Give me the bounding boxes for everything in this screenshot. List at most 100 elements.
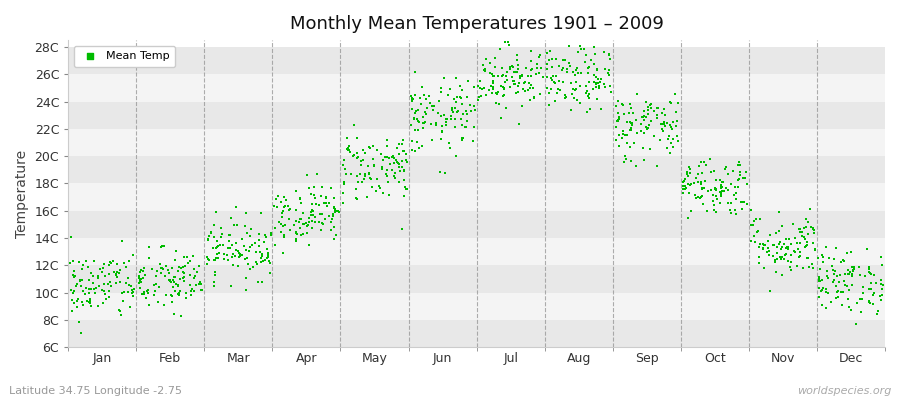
Point [524, 48, 538, 54]
Point [832, 278, 846, 285]
Point [813, 278, 827, 284]
Point [482, 87, 496, 93]
Point [261, 252, 275, 258]
Point [545, 76, 560, 83]
Point [490, 91, 504, 98]
Point [83, 300, 97, 306]
Point [747, 233, 761, 240]
Point [740, 181, 754, 188]
Point [597, 81, 611, 88]
Point [445, 105, 459, 112]
Point [808, 247, 823, 253]
Point [148, 288, 163, 294]
Point [643, 102, 657, 108]
Point [91, 303, 105, 309]
Point [292, 196, 307, 202]
Point [194, 281, 209, 287]
Point [623, 144, 637, 150]
Point [194, 287, 208, 293]
Point [698, 177, 712, 184]
Point [695, 193, 709, 199]
Point [173, 288, 187, 294]
Point [806, 265, 820, 271]
Point [786, 221, 800, 227]
Y-axis label: Temperature: Temperature [15, 150, 29, 238]
Point [251, 279, 266, 286]
Point [715, 183, 729, 190]
Point [594, 105, 608, 112]
Point [724, 180, 738, 187]
Point [752, 244, 766, 250]
Point [390, 144, 404, 151]
Point [842, 287, 856, 293]
Point [662, 98, 677, 105]
Point [486, 84, 500, 90]
Point [415, 143, 429, 149]
Point [313, 211, 328, 217]
Point [849, 321, 863, 328]
Point [271, 193, 285, 199]
Point [751, 229, 765, 236]
Point [382, 192, 397, 198]
Point [289, 218, 303, 224]
Point [806, 226, 820, 232]
Point [374, 151, 388, 158]
Point [294, 216, 309, 222]
Point [190, 268, 204, 275]
Point [500, 105, 514, 112]
Point [617, 153, 632, 160]
Point [163, 276, 177, 283]
Point [666, 144, 680, 150]
Point [224, 242, 238, 248]
Point [263, 260, 277, 267]
Point [491, 88, 505, 95]
Point [210, 238, 224, 244]
Point [625, 122, 639, 128]
Point [744, 238, 759, 245]
Point [799, 242, 814, 248]
Point [83, 298, 97, 304]
Point [788, 235, 803, 241]
Point [168, 288, 183, 294]
Point [91, 274, 105, 281]
Point [133, 267, 148, 274]
Point [762, 288, 777, 294]
Point [658, 111, 672, 118]
Point [569, 67, 583, 74]
Point [408, 69, 422, 75]
Point [715, 189, 729, 196]
Point [472, 97, 486, 103]
Point [102, 294, 116, 301]
Point [861, 268, 876, 275]
Point [466, 138, 481, 144]
Point [417, 92, 431, 98]
Point [630, 130, 644, 136]
Point [75, 330, 89, 336]
Point [799, 254, 814, 261]
Point [489, 90, 503, 96]
Point [104, 259, 118, 266]
Point [567, 94, 581, 101]
Point [350, 173, 365, 180]
Point [784, 252, 798, 258]
Point [454, 136, 469, 143]
Point [259, 234, 274, 240]
Point [102, 271, 116, 278]
Point [464, 108, 478, 114]
Point [428, 122, 443, 128]
Point [232, 254, 247, 260]
Point [831, 294, 845, 300]
Point [86, 273, 100, 279]
Point [171, 292, 185, 298]
Point [232, 251, 247, 258]
Point [552, 63, 566, 70]
Point [587, 72, 601, 78]
Point [339, 135, 354, 142]
Point [784, 240, 798, 247]
Point [65, 297, 79, 303]
Point [554, 67, 569, 73]
Point [681, 180, 696, 187]
Point [835, 302, 850, 309]
Point [423, 100, 437, 106]
Point [405, 98, 419, 104]
